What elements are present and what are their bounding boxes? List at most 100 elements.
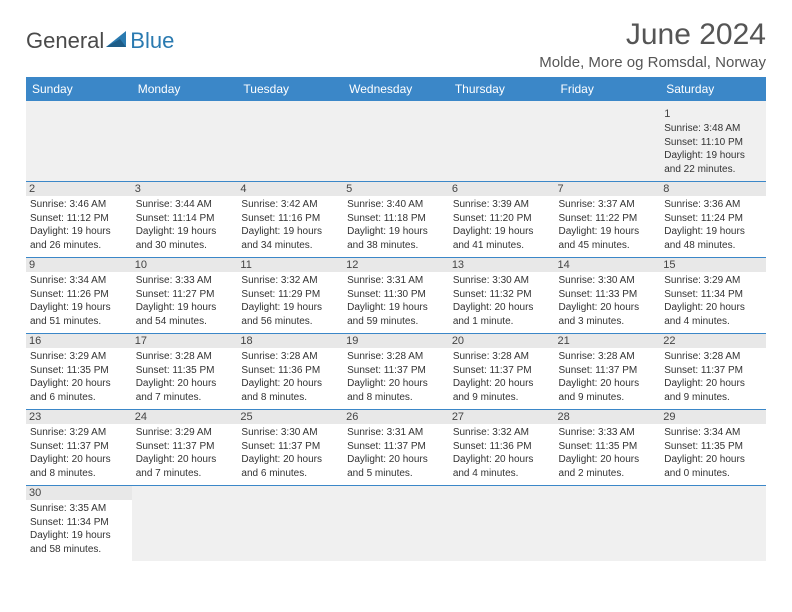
calendar-cell: 24 Sunrise: 3:29 AMSunset: 11:37 PMDaylig… — [132, 410, 238, 486]
day-info: Sunrise: 3:30 AMSunset: 11:33 PMDaylight… — [559, 274, 657, 328]
calendar-cell — [449, 486, 555, 562]
day-number: 7 — [555, 182, 661, 196]
calendar-cell: 14Sunrise: 3:30 AMSunset: 11:33 PMDaylig… — [555, 258, 661, 334]
col-thursday: Thursday — [449, 77, 555, 101]
day-number: 22 — [660, 334, 766, 348]
day-info: Sunrise: 3:37 AMSunset: 11:22 PMDaylight… — [559, 198, 657, 252]
calendar-cell — [449, 101, 555, 182]
col-saturday: Saturday — [660, 77, 766, 101]
calendar-cell: 6Sunrise: 3:39 AMSunset: 11:20 PMDayligh… — [449, 182, 555, 258]
calendar-cell: 1Sunrise: 3:48 AMSunset: 11:10 PMDayligh… — [660, 101, 766, 182]
calendar-cell: 5Sunrise: 3:40 AMSunset: 11:18 PMDayligh… — [343, 182, 449, 258]
day-number: 17 — [132, 334, 238, 348]
calendar-body: 1Sunrise: 3:48 AMSunset: 11:10 PMDayligh… — [26, 101, 766, 561]
day-info: Sunrise: 3:36 AMSunset: 11:24 PMDaylight… — [664, 198, 762, 252]
calendar-cell: 25 Sunrise: 3:30 AMSunset: 11:37 PMDaylig… — [237, 410, 343, 486]
day-info: Sunrise: 3:35 AMSunset: 11:34 PMDaylight… — [30, 502, 128, 556]
calendar-cell — [343, 101, 449, 182]
day-number: 21 — [555, 334, 661, 348]
day-info: Sunrise: 3:29 AMSunset: 11:37 PMDaylight… — [30, 426, 128, 480]
day-info: Sunrise: 3:42 AMSunset: 11:16 PMDaylight… — [241, 198, 339, 252]
day-info: Sunrise: 3:44 AMSunset: 11:14 PMDaylight… — [136, 198, 234, 252]
calendar-row: 9 Sunrise: 3:34 AMSunset: 11:26 PMDayligh… — [26, 258, 766, 334]
day-number: 1 — [664, 108, 670, 122]
day-info: Sunrise: 3:32 AMSunset: 11:29 PMDaylight… — [241, 274, 339, 328]
day-number: 12 — [343, 258, 449, 272]
calendar-cell: 16 Sunrise: 3:29 AMSunset: 11:35 PMDaylig… — [26, 334, 132, 410]
logo-word2: Blue — [130, 28, 174, 54]
day-number: 23 — [26, 410, 132, 424]
day-number: 15 — [660, 258, 766, 272]
col-friday: Friday — [555, 77, 661, 101]
calendar-cell: 28Sunrise: 3:33 AMSunset: 11:35 PMDaylig… — [555, 410, 661, 486]
day-number: 9 — [26, 258, 132, 272]
day-info: Sunrise: 3:46 AMSunset: 11:12 PMDaylight… — [30, 198, 128, 252]
day-number: 20 — [449, 334, 555, 348]
day-info: Sunrise: 3:34 AMSunset: 11:35 PMDaylight… — [664, 426, 762, 480]
day-number: 19 — [343, 334, 449, 348]
day-info: Sunrise: 3:48 AMSunset: 11:10 PMDaylight… — [664, 122, 762, 176]
calendar-cell — [660, 486, 766, 562]
calendar-cell — [132, 101, 238, 182]
col-monday: Monday — [132, 77, 238, 101]
calendar-cell: 3 Sunrise: 3:44 AMSunset: 11:14 PMDayligh… — [132, 182, 238, 258]
calendar-row: 30Sunrise: 3:35 AMSunset: 11:34 PMDaylig… — [26, 486, 766, 562]
day-info: Sunrise: 3:28 AMSunset: 11:37 PMDaylight… — [347, 350, 445, 404]
day-number: 27 — [449, 410, 555, 424]
title-block: June 2024 Molde, More og Romsdal, Norway — [539, 18, 766, 71]
calendar-cell: 11 Sunrise: 3:32 AMSunset: 11:29 PMDaylig… — [237, 258, 343, 334]
calendar-row: 16 Sunrise: 3:29 AMSunset: 11:35 PMDaylig… — [26, 334, 766, 410]
day-info: Sunrise: 3:39 AMSunset: 11:20 PMDaylight… — [453, 198, 551, 252]
calendar-cell: 26Sunrise: 3:31 AMSunset: 11:37 PMDaylig… — [343, 410, 449, 486]
day-number: 10 — [132, 258, 238, 272]
day-info: Sunrise: 3:32 AMSunset: 11:36 PMDaylight… — [453, 426, 551, 480]
day-info: Sunrise: 3:30 AMSunset: 11:32 PMDaylight… — [453, 274, 551, 328]
calendar-cell: 12 Sunrise: 3:31 AMSunset: 11:30 PMDaylig… — [343, 258, 449, 334]
calendar-cell — [132, 486, 238, 562]
day-number: 5 — [343, 182, 449, 196]
calendar-cell: 21Sunrise: 3:28 AMSunset: 11:37 PMDaylig… — [555, 334, 661, 410]
calendar-cell — [26, 101, 132, 182]
day-number: 2 — [26, 182, 132, 196]
calendar-cell: 27 Sunrise: 3:32 AMSunset: 11:36 PMDaylig… — [449, 410, 555, 486]
day-number: 24 — [132, 410, 238, 424]
day-info: Sunrise: 3:29 AMSunset: 11:37 PMDaylight… — [136, 426, 234, 480]
calendar-cell — [555, 486, 661, 562]
day-number: 28 — [555, 410, 661, 424]
calendar-cell — [237, 486, 343, 562]
col-wednesday: Wednesday — [343, 77, 449, 101]
calendar-cell: 19 Sunrise: 3:28 AMSunset: 11:37 PMDaylig… — [343, 334, 449, 410]
day-info: Sunrise: 3:30 AMSunset: 11:37 PMDaylight… — [241, 426, 339, 480]
day-number: 4 — [237, 182, 343, 196]
day-info: Sunrise: 3:28 AMSunset: 11:37 PMDaylight… — [453, 350, 551, 404]
day-info: Sunrise: 3:28 AMSunset: 11:37 PMDaylight… — [664, 350, 762, 404]
calendar-cell: 22 Sunrise: 3:28 AMSunset: 11:37 PMDaylig… — [660, 334, 766, 410]
logo-triangle-icon — [106, 29, 128, 54]
day-number: 29 — [660, 410, 766, 424]
day-info: Sunrise: 3:29 AMSunset: 11:34 PMDaylight… — [664, 274, 762, 328]
calendar-row: 1Sunrise: 3:48 AMSunset: 11:10 PMDayligh… — [26, 101, 766, 182]
day-number: 11 — [237, 258, 343, 272]
day-number: 3 — [132, 182, 238, 196]
calendar-header-row: Sunday Monday Tuesday Wednesday Thursday… — [26, 77, 766, 101]
calendar-cell — [555, 101, 661, 182]
header: General Blue June 2024 Molde, More og Ro… — [26, 18, 766, 71]
calendar-row: 2 Sunrise: 3:46 AMSunset: 11:12 PMDayligh… — [26, 182, 766, 258]
calendar-cell: 8 Sunrise: 3:36 AMSunset: 11:24 PMDayligh… — [660, 182, 766, 258]
day-info: Sunrise: 3:31 AMSunset: 11:30 PMDaylight… — [347, 274, 445, 328]
day-number: 8 — [660, 182, 766, 196]
day-number: 13 — [449, 258, 555, 272]
calendar-cell: 2 Sunrise: 3:46 AMSunset: 11:12 PMDayligh… — [26, 182, 132, 258]
calendar-cell: 7 Sunrise: 3:37 AMSunset: 11:22 PMDayligh… — [555, 182, 661, 258]
day-number: 16 — [26, 334, 132, 348]
day-info: Sunrise: 3:34 AMSunset: 11:26 PMDaylight… — [30, 274, 128, 328]
day-info: Sunrise: 3:33 AMSunset: 11:27 PMDaylight… — [136, 274, 234, 328]
calendar-row: 23 Sunrise: 3:29 AMSunset: 11:37 PMDaylig… — [26, 410, 766, 486]
day-number: 26 — [343, 410, 449, 424]
calendar-cell: 18Sunrise: 3:28 AMSunset: 11:36 PMDaylig… — [237, 334, 343, 410]
calendar-cell: 15 Sunrise: 3:29 AMSunset: 11:34 PMDaylig… — [660, 258, 766, 334]
day-info: Sunrise: 3:29 AMSunset: 11:35 PMDaylight… — [30, 350, 128, 404]
day-number: 25 — [237, 410, 343, 424]
calendar-cell: 4 Sunrise: 3:42 AMSunset: 11:16 PMDayligh… — [237, 182, 343, 258]
day-info: Sunrise: 3:28 AMSunset: 11:36 PMDaylight… — [241, 350, 339, 404]
